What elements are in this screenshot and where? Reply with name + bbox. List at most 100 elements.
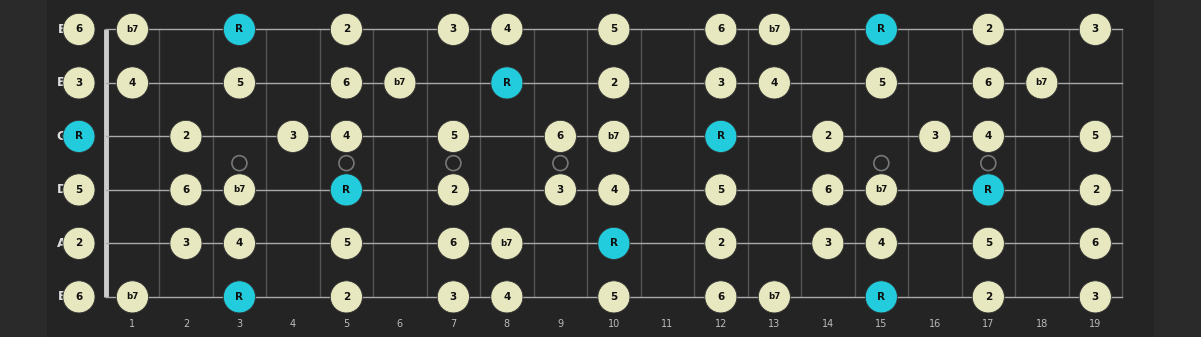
Circle shape (223, 67, 256, 99)
Text: 6: 6 (449, 238, 458, 248)
Circle shape (330, 13, 363, 45)
Circle shape (330, 120, 363, 152)
Text: 5: 5 (76, 185, 83, 195)
Circle shape (169, 120, 202, 152)
Text: 3: 3 (824, 238, 831, 248)
Circle shape (705, 227, 737, 259)
Text: B: B (58, 76, 66, 89)
Text: 10: 10 (608, 318, 620, 329)
Circle shape (1080, 281, 1111, 313)
Text: E: E (58, 23, 66, 36)
Text: 4: 4 (503, 292, 510, 302)
Text: R: R (985, 185, 992, 195)
Circle shape (598, 13, 629, 45)
Text: 15: 15 (876, 318, 888, 329)
Text: 2: 2 (985, 24, 992, 34)
Text: 19: 19 (1089, 318, 1101, 329)
Text: 6: 6 (76, 292, 83, 302)
Text: R: R (610, 238, 617, 248)
Text: 6: 6 (717, 292, 724, 302)
Circle shape (62, 227, 95, 259)
Text: R: R (878, 24, 885, 34)
Circle shape (865, 174, 897, 206)
Circle shape (437, 281, 470, 313)
Circle shape (705, 174, 737, 206)
Text: 6: 6 (396, 318, 404, 329)
Circle shape (330, 227, 363, 259)
Circle shape (865, 13, 897, 45)
Circle shape (758, 67, 790, 99)
Circle shape (705, 120, 737, 152)
Circle shape (705, 281, 737, 313)
Circle shape (62, 13, 95, 45)
Circle shape (758, 281, 790, 313)
Circle shape (973, 227, 1004, 259)
Text: 3: 3 (931, 131, 938, 142)
Circle shape (62, 67, 95, 99)
Circle shape (491, 67, 522, 99)
Text: 6: 6 (76, 24, 83, 34)
Text: A: A (56, 237, 66, 250)
Text: b7: b7 (126, 293, 138, 301)
Text: 3: 3 (76, 78, 83, 88)
Text: 6: 6 (342, 78, 349, 88)
Text: 4: 4 (503, 24, 510, 34)
Text: 12: 12 (715, 318, 727, 329)
Circle shape (491, 227, 522, 259)
Text: 3: 3 (1092, 24, 1099, 34)
Circle shape (330, 174, 363, 206)
Text: 7: 7 (450, 318, 456, 329)
Circle shape (598, 120, 629, 152)
Circle shape (62, 281, 95, 313)
Text: 2: 2 (183, 131, 190, 142)
Circle shape (812, 174, 844, 206)
Text: R: R (235, 24, 244, 34)
Text: 3: 3 (183, 238, 190, 248)
Circle shape (223, 227, 256, 259)
Circle shape (598, 227, 629, 259)
Text: 4: 4 (878, 238, 885, 248)
Circle shape (223, 281, 256, 313)
Circle shape (437, 120, 470, 152)
Circle shape (330, 281, 363, 313)
Circle shape (973, 13, 1004, 45)
Text: R: R (235, 292, 244, 302)
Text: b7: b7 (769, 25, 781, 34)
Circle shape (598, 174, 629, 206)
Text: 6: 6 (717, 24, 724, 34)
Text: 14: 14 (821, 318, 833, 329)
Text: 6: 6 (557, 131, 564, 142)
Text: 5: 5 (610, 292, 617, 302)
Circle shape (169, 227, 202, 259)
Text: 6: 6 (183, 185, 190, 195)
Text: 5: 5 (343, 318, 349, 329)
Text: 3: 3 (237, 318, 243, 329)
Circle shape (973, 281, 1004, 313)
Text: R: R (74, 131, 83, 142)
Text: b7: b7 (233, 185, 246, 194)
Circle shape (384, 67, 416, 99)
Text: 9: 9 (557, 318, 563, 329)
Circle shape (865, 67, 897, 99)
Circle shape (330, 67, 363, 99)
Text: 5: 5 (610, 24, 617, 34)
Text: 4: 4 (342, 131, 351, 142)
Circle shape (705, 67, 737, 99)
Text: D: D (56, 183, 67, 196)
Text: 5: 5 (985, 238, 992, 248)
Circle shape (437, 174, 470, 206)
Circle shape (491, 13, 522, 45)
Text: b7: b7 (1035, 79, 1048, 87)
Text: 4: 4 (771, 78, 778, 88)
Circle shape (812, 227, 844, 259)
Circle shape (812, 120, 844, 152)
Text: 1: 1 (130, 318, 136, 329)
Circle shape (116, 281, 149, 313)
Circle shape (705, 13, 737, 45)
Text: 16: 16 (928, 318, 940, 329)
Circle shape (1080, 227, 1111, 259)
Text: 5: 5 (235, 78, 243, 88)
Text: R: R (503, 78, 510, 88)
Text: b7: b7 (876, 185, 888, 194)
Circle shape (116, 67, 149, 99)
